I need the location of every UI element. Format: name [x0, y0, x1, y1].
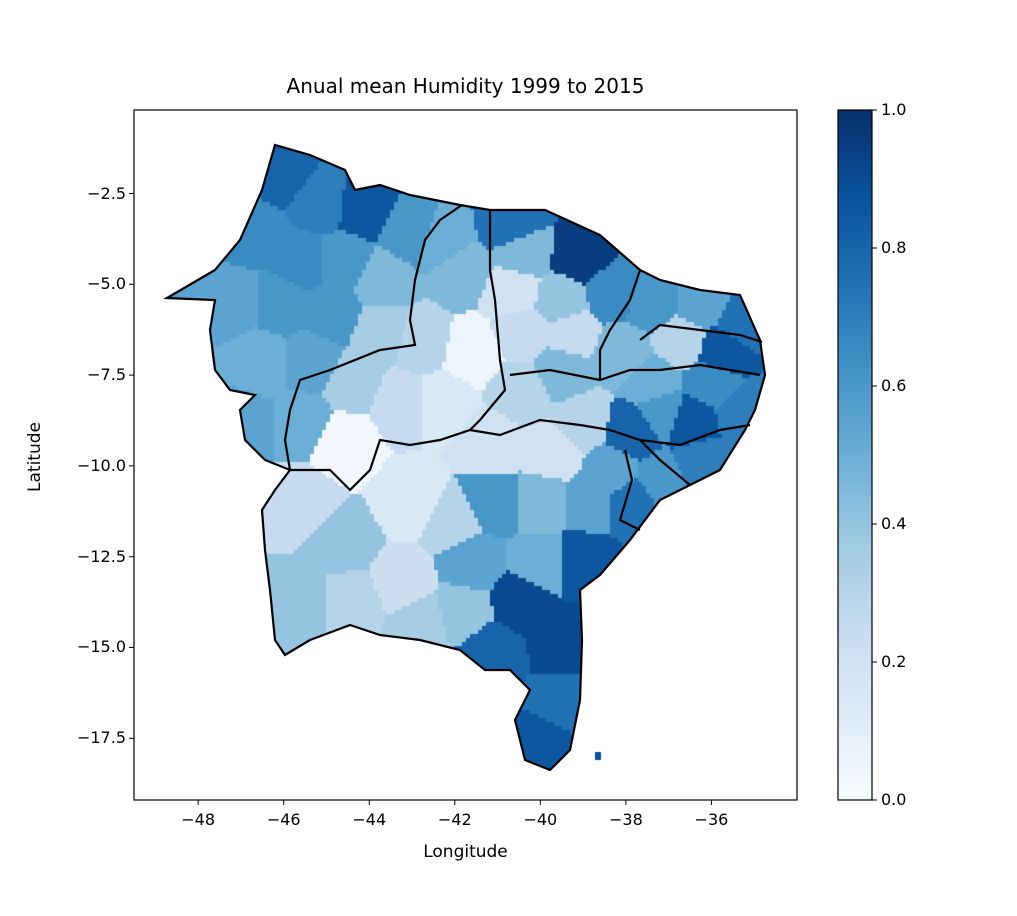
x-tick-label: −44	[352, 810, 387, 829]
y-tick-label: −10.0	[76, 455, 126, 475]
plot-frame	[133, 109, 798, 801]
y-tick-label: −7.5	[87, 365, 126, 385]
state-border	[609, 423, 751, 447]
state-border	[639, 439, 691, 486]
state-border	[618, 449, 641, 531]
state-border	[469, 210, 507, 431]
colorbar	[837, 109, 873, 801]
state-border	[283, 204, 463, 471]
y-axis-label: Latitude	[25, 422, 45, 492]
colorbar-tick-label: 0.6	[881, 376, 907, 395]
chart-title: Anual mean Humidity 1999 to 2015	[286, 74, 645, 98]
colorbar-tick-label: 0.0	[881, 790, 907, 809]
y-tick-label: −12.5	[76, 546, 126, 566]
country-border	[163, 143, 767, 772]
y-tick-label: −2.5	[87, 183, 126, 203]
x-tick-label: −40	[523, 810, 558, 829]
colorbar-tick-label: 1.0	[881, 100, 907, 119]
x-tick-label: −36	[694, 810, 729, 829]
y-tick-label: −17.5	[76, 728, 126, 748]
state-border	[598, 269, 642, 380]
colorbar-tick-label: 0.2	[881, 652, 907, 671]
colorbar-tick-label: 0.8	[881, 238, 907, 257]
state-border	[599, 363, 761, 382]
state-border	[509, 368, 601, 382]
x-tick-label: −42	[437, 810, 472, 829]
x-tick-label: −38	[609, 810, 643, 829]
y-tick-label: −15.0	[76, 637, 126, 657]
state-border	[290, 418, 611, 492]
x-tick-label: −48	[181, 810, 216, 829]
x-tick-label: −46	[266, 810, 301, 829]
y-tick-label: −5.0	[87, 274, 126, 294]
colorbar-tick-label: 0.4	[881, 514, 907, 533]
x-axis-label: Longitude	[423, 842, 508, 862]
state-border	[639, 323, 763, 344]
